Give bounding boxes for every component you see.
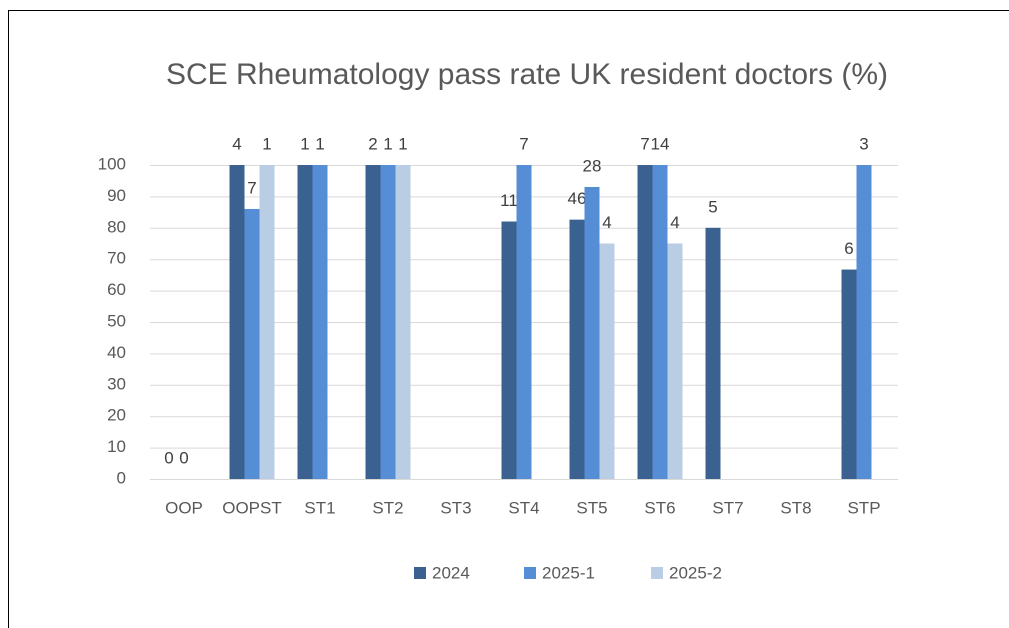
data-label: 1 <box>262 134 271 153</box>
legend-swatch <box>651 567 663 579</box>
y-tick-label: 70 <box>107 249 126 268</box>
x-tick-label: ST4 <box>508 498 539 517</box>
bar <box>516 165 532 479</box>
data-label: 1 <box>315 134 324 153</box>
bar <box>244 208 260 479</box>
data-label: 1 <box>300 134 309 153</box>
x-tick-label: ST5 <box>576 498 607 517</box>
y-tick-label: 20 <box>107 406 126 425</box>
y-tick-label: 40 <box>107 343 126 362</box>
x-tick-label: ST1 <box>304 498 335 517</box>
chart-title: SCE Rheumatology pass rate UK resident d… <box>166 58 888 91</box>
bar <box>584 186 600 480</box>
bar <box>395 165 411 479</box>
y-tick-label: 60 <box>107 280 126 299</box>
y-tick-label: 10 <box>107 437 126 456</box>
data-label: 3 <box>859 134 868 153</box>
legend-swatch <box>524 567 536 579</box>
x-tick-label: STP <box>847 498 880 517</box>
x-tick-label: ST6 <box>644 498 675 517</box>
data-label: 0 <box>179 448 188 467</box>
data-label: 7 <box>640 134 649 153</box>
y-tick-label: 100 <box>98 154 126 173</box>
data-label: 2 <box>368 134 377 153</box>
data-label: 11 <box>500 191 518 210</box>
y-tick-label: 0 <box>117 468 126 487</box>
bar <box>569 219 585 480</box>
y-tick-label: 90 <box>107 186 126 205</box>
data-label: 7 <box>519 134 528 153</box>
bar <box>365 165 381 479</box>
bar <box>637 165 653 479</box>
bar <box>501 221 517 479</box>
data-label: 7 <box>247 178 256 197</box>
data-label: 1 <box>383 134 392 153</box>
x-tick-label: OOP <box>165 498 203 517</box>
bar <box>841 269 857 479</box>
bar <box>259 165 275 479</box>
bar <box>705 227 721 479</box>
x-tick-label: ST7 <box>712 498 743 517</box>
x-tick-label: ST8 <box>780 498 811 517</box>
data-label: 28 <box>583 156 602 175</box>
data-label: 4 <box>232 134 241 153</box>
x-tick-label: OOPST <box>222 498 282 517</box>
legend-label: 2025-2 <box>669 563 722 582</box>
y-tick-label: 50 <box>107 311 126 330</box>
data-label: 1 <box>398 134 407 153</box>
data-label: 4 <box>670 213 679 232</box>
bar <box>856 165 872 479</box>
y-tick-label: 80 <box>107 217 126 236</box>
bar <box>380 165 396 479</box>
y-tick-label: 30 <box>107 374 126 393</box>
data-label: 14 <box>651 134 670 153</box>
data-label: 5 <box>708 197 717 216</box>
bar <box>297 165 313 479</box>
bar <box>312 165 328 479</box>
x-tick-label: ST2 <box>372 498 403 517</box>
legend-label: 2025-1 <box>542 563 595 582</box>
legend-label: 2024 <box>432 563 470 582</box>
x-tick-label: ST3 <box>440 498 471 517</box>
data-label: 0 <box>164 448 173 467</box>
bar <box>599 243 615 479</box>
bar <box>667 243 683 479</box>
legend-swatch <box>414 567 426 579</box>
bar <box>652 165 668 479</box>
data-label: 46 <box>568 189 587 208</box>
data-label: 6 <box>844 239 853 258</box>
data-label: 4 <box>602 213 611 232</box>
bar <box>229 165 245 479</box>
